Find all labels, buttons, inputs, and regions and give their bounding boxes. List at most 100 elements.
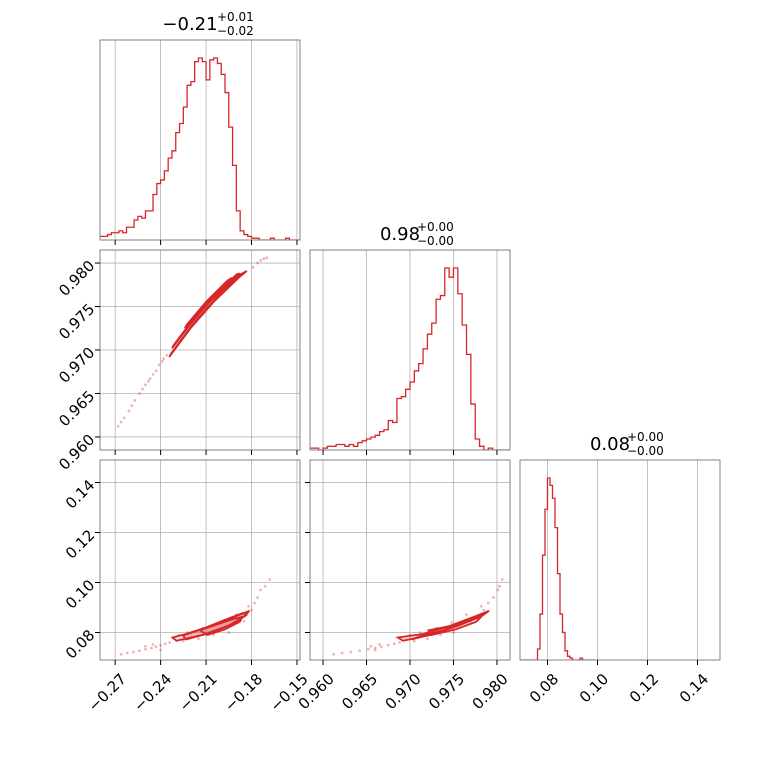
title-minus-err: −0.00 xyxy=(417,234,454,248)
hist-frame-2 xyxy=(519,459,721,661)
y-tick-label: 0.980 xyxy=(55,257,98,300)
scatter-content xyxy=(116,256,269,428)
x-tick-label: 0.970 xyxy=(382,670,425,713)
sample-point xyxy=(144,383,147,387)
sample-point xyxy=(247,604,250,608)
title-plus-err: +0.00 xyxy=(417,220,454,234)
sample-point xyxy=(165,353,169,357)
title-plus-err: +0.01 xyxy=(217,10,254,24)
y-tick-label: 0.960 xyxy=(55,431,98,474)
sample-point xyxy=(419,631,422,634)
sample-point xyxy=(130,404,134,408)
title-minus-err: −0.02 xyxy=(217,24,254,38)
sample-point xyxy=(141,387,144,391)
sample-point xyxy=(242,619,246,623)
panel-title: 0.98 xyxy=(380,224,420,245)
x-tick-label: 0.965 xyxy=(338,670,381,713)
contour-level-2 xyxy=(197,615,245,636)
x-tick-label: −0.27 xyxy=(85,670,130,715)
sample-point xyxy=(154,645,158,649)
x-tick-label: −0.18 xyxy=(221,670,266,715)
hist-panel-1 xyxy=(310,250,510,450)
sample-point xyxy=(137,649,141,653)
sample-point xyxy=(262,257,266,261)
sample-point xyxy=(137,392,141,395)
sample-point xyxy=(492,596,495,599)
sample-point xyxy=(154,369,158,373)
sample-point xyxy=(268,578,272,581)
hist-panel-0 xyxy=(100,40,300,240)
panel-title: 0.08 xyxy=(590,434,630,455)
x-tick-label: 0.975 xyxy=(425,670,468,713)
sample-point xyxy=(127,409,131,413)
sample-point xyxy=(392,642,396,646)
sample-point xyxy=(250,608,253,612)
hist-step-line xyxy=(100,57,300,240)
sample-point xyxy=(259,588,263,592)
sample-point xyxy=(160,359,164,363)
contour-level-2 xyxy=(184,277,233,329)
sample-point xyxy=(151,643,155,646)
sample-point xyxy=(256,261,259,265)
sample-point xyxy=(148,377,152,381)
sample-point xyxy=(479,604,483,608)
sample-point xyxy=(263,584,267,588)
y-tick-label: 0.10 xyxy=(62,576,98,612)
sample-point xyxy=(482,608,486,612)
sample-point xyxy=(378,643,381,646)
sample-point xyxy=(259,259,263,262)
hist-frame-0 xyxy=(99,39,301,241)
sample-point xyxy=(159,643,163,647)
title-minus-err: −0.00 xyxy=(627,444,664,458)
sample-point xyxy=(212,633,216,637)
sample-point xyxy=(159,648,163,652)
sample-point xyxy=(373,646,377,650)
sample-point xyxy=(150,646,153,650)
hist-panel-2 xyxy=(520,460,698,660)
y-tick-label: 0.970 xyxy=(55,344,98,387)
sample-point xyxy=(340,651,344,655)
sample-point xyxy=(369,644,373,648)
sample-point xyxy=(197,637,200,641)
scatter-panel-2 xyxy=(310,460,510,660)
y-tick-label: 0.12 xyxy=(62,526,98,562)
hist-step-line xyxy=(310,267,510,450)
contour-level-0 xyxy=(168,270,248,358)
sample-point xyxy=(147,379,150,383)
sample-point xyxy=(358,649,361,653)
panel-title: −0.21 xyxy=(162,14,217,35)
contour-level-2 xyxy=(426,615,482,637)
sample-point xyxy=(256,596,259,599)
x-tick-label: −0.21 xyxy=(176,670,221,715)
y-tick-label: 0.14 xyxy=(62,476,98,512)
sample-point xyxy=(452,631,455,634)
scatter-frame-1 xyxy=(99,459,301,661)
sample-point xyxy=(133,399,137,402)
sample-point xyxy=(163,642,167,646)
sample-point xyxy=(465,613,468,616)
title-plus-err: +0.00 xyxy=(627,430,664,444)
x-tick-label: 0.10 xyxy=(576,670,612,706)
sample-point xyxy=(162,357,166,361)
sample-point xyxy=(116,425,120,428)
sample-point xyxy=(168,641,172,644)
y-tick-label: 0.08 xyxy=(62,626,98,662)
sample-point xyxy=(349,650,353,654)
x-tick-label: 0.14 xyxy=(676,670,712,706)
sample-point xyxy=(151,372,155,376)
x-tick-label: 0.08 xyxy=(526,670,562,706)
sample-point xyxy=(131,650,135,654)
sample-point xyxy=(227,631,231,634)
hist-step-line xyxy=(520,477,595,660)
sample-point xyxy=(439,633,442,637)
sample-point xyxy=(386,643,390,647)
sample-point xyxy=(412,639,416,643)
contour-level-1 xyxy=(171,272,241,349)
x-tick-label: 0.980 xyxy=(469,670,512,713)
sample-point xyxy=(265,256,269,260)
contour-level-0 xyxy=(395,609,490,642)
sample-point xyxy=(450,621,454,624)
y-tick-label: 0.975 xyxy=(55,300,98,343)
scatter-panel-0 xyxy=(100,250,300,450)
